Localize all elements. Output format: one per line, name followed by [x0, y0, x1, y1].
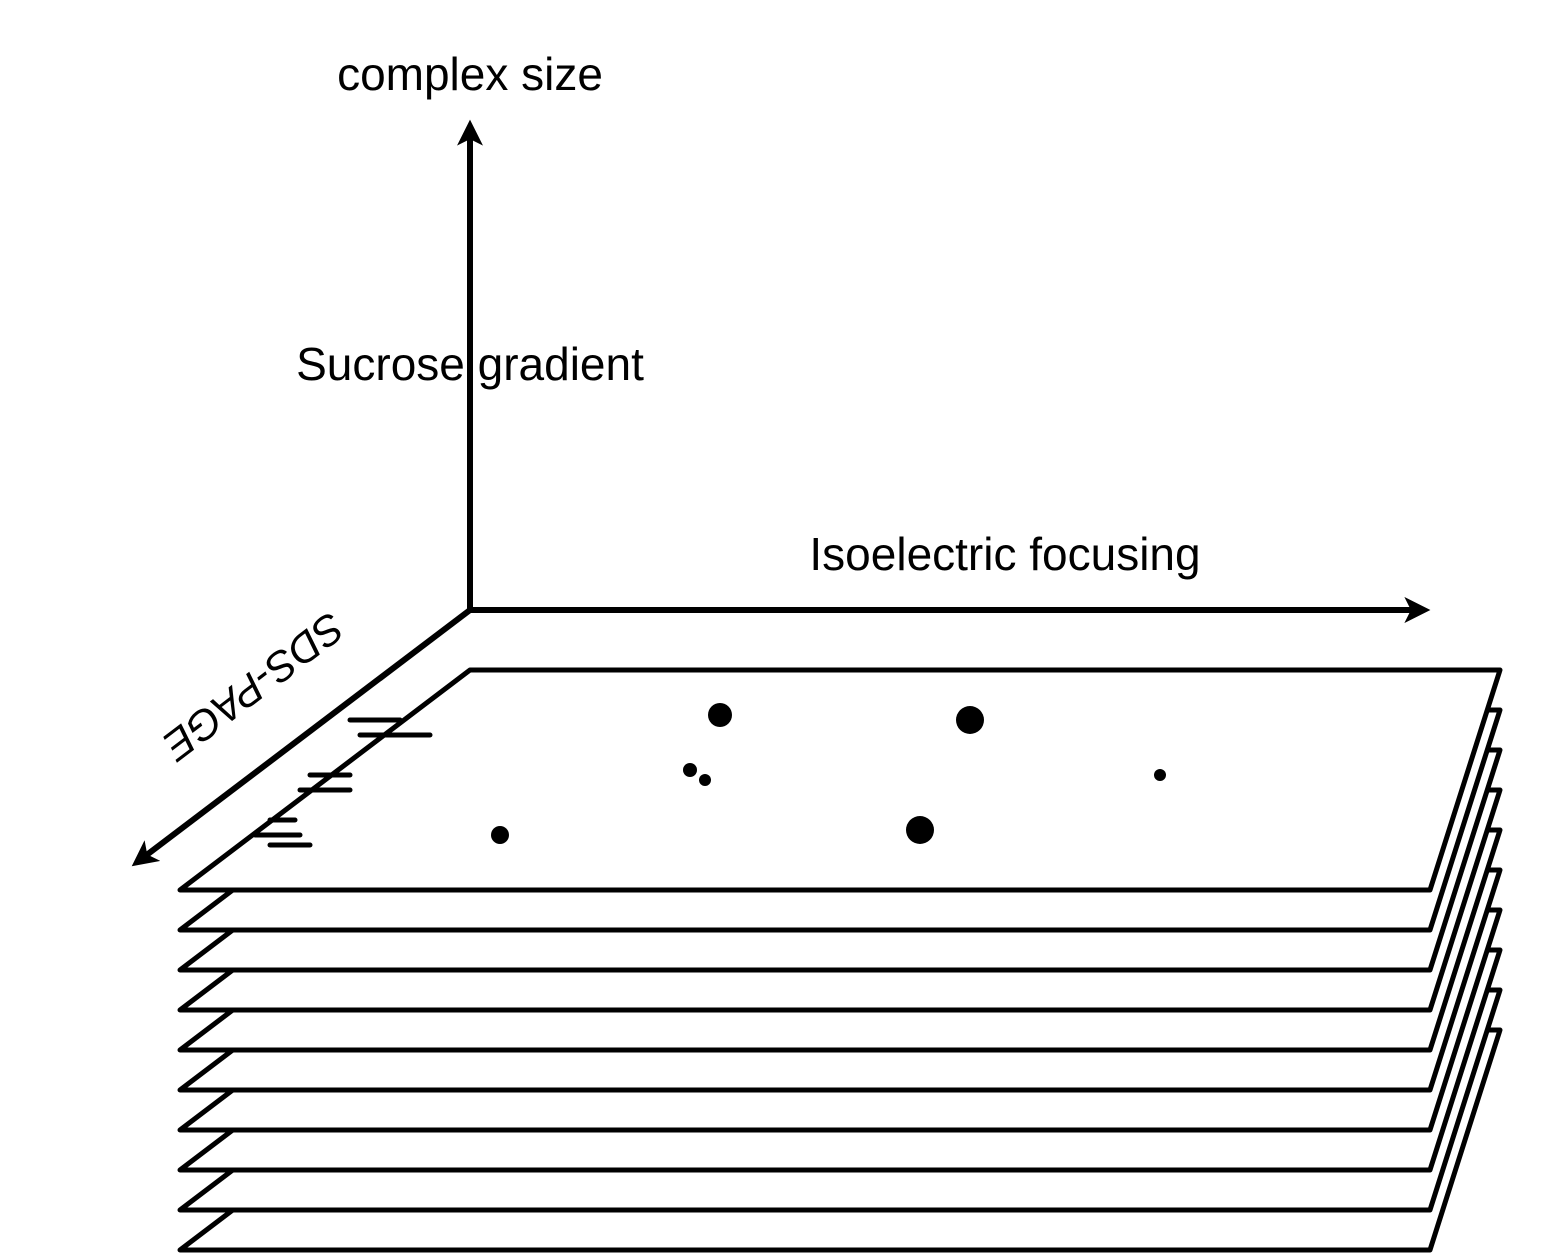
- gel-plate: [180, 670, 1500, 890]
- z-axis-label-top: complex size: [337, 48, 603, 100]
- protein-spot: [699, 774, 711, 786]
- protein-spot: [1154, 769, 1166, 781]
- z-axis-label-mid: Sucrose gradient: [296, 338, 644, 390]
- protein-spot: [906, 816, 934, 844]
- protein-spot: [683, 763, 697, 777]
- protein-spot: [708, 703, 732, 727]
- y-axis-label: SDS-PAGE: [154, 603, 354, 770]
- x-axis-label: Isoelectric focusing: [809, 528, 1200, 580]
- protein-spot: [956, 706, 984, 734]
- protein-spot: [491, 826, 509, 844]
